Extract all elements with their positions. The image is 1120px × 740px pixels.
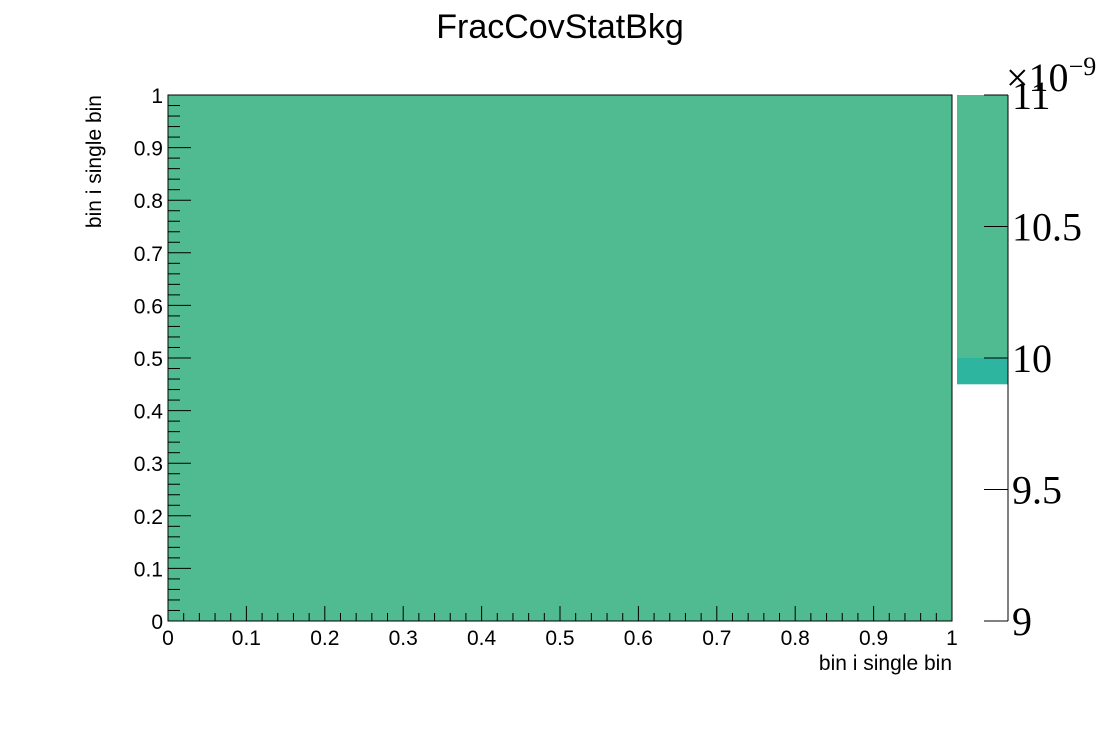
y-axis-title: bin i single bin [83, 95, 106, 228]
y-tick-label: 0.5 [134, 348, 163, 371]
color-scale-ticks [984, 94, 1008, 622]
x-axis-tick-labels: 0 0.1 0.2 0.3 0.4 0.5 0.6 0.7 0.8 0.9 1 [162, 627, 958, 650]
y-tick-label: 0.4 [134, 401, 164, 424]
y-axis-tick-labels: 0 0.1 0.2 0.3 0.4 0.5 0.6 0.7 0.8 0.9 1 [134, 85, 164, 634]
x-tick-label: 0.9 [859, 627, 888, 650]
y-tick-label: 0 [151, 611, 163, 634]
x-tick-label: 0.4 [467, 627, 497, 650]
x-tick-label: 0.5 [545, 627, 574, 650]
x-tick-label: 0.1 [232, 627, 261, 650]
color-scale [957, 95, 1008, 385]
y-tick-label: 1 [151, 85, 163, 108]
color-scale-tick-label: 9.5 [1012, 468, 1062, 513]
color-scale-segment [957, 358, 1008, 385]
y-tick-label: 0.8 [134, 190, 163, 213]
y-tick-label: 0.7 [134, 243, 163, 266]
y-tick-label: 0.1 [134, 558, 163, 581]
x-tick-label: 0 [162, 627, 174, 650]
y-axis-ticks [168, 94, 191, 622]
color-scale-tick-label: 10 [1012, 336, 1052, 381]
y-tick-label: 0.3 [134, 453, 163, 476]
heatmap-cell [168, 95, 952, 621]
x-tick-label: 0.6 [624, 627, 653, 650]
chart-title: FracCovStatBkg [436, 8, 684, 46]
color-scale-tick-label: 9 [1012, 599, 1032, 644]
y-tick-label: 0.2 [134, 506, 163, 529]
x-tick-label: 0.8 [781, 627, 810, 650]
heatmap-cells [168, 95, 952, 621]
x-axis-title: bin i single bin [819, 652, 952, 675]
x-tick-label: 0.3 [389, 627, 418, 650]
color-scale-exponent: ×10−9 [1006, 52, 1096, 100]
color-scale-tick-label: 10.5 [1012, 205, 1082, 250]
x-tick-label: 1 [946, 627, 958, 650]
y-tick-label: 0.6 [134, 295, 163, 318]
x-tick-label: 0.7 [702, 627, 731, 650]
color-scale-tick-labels: 9 9.5 10 10.5 11 [1012, 73, 1082, 644]
x-tick-label: 0.2 [310, 627, 339, 650]
y-tick-label: 0.9 [134, 138, 163, 161]
x-axis-ticks [167, 606, 953, 621]
color-scale-tick-label: 11 [1012, 73, 1051, 118]
